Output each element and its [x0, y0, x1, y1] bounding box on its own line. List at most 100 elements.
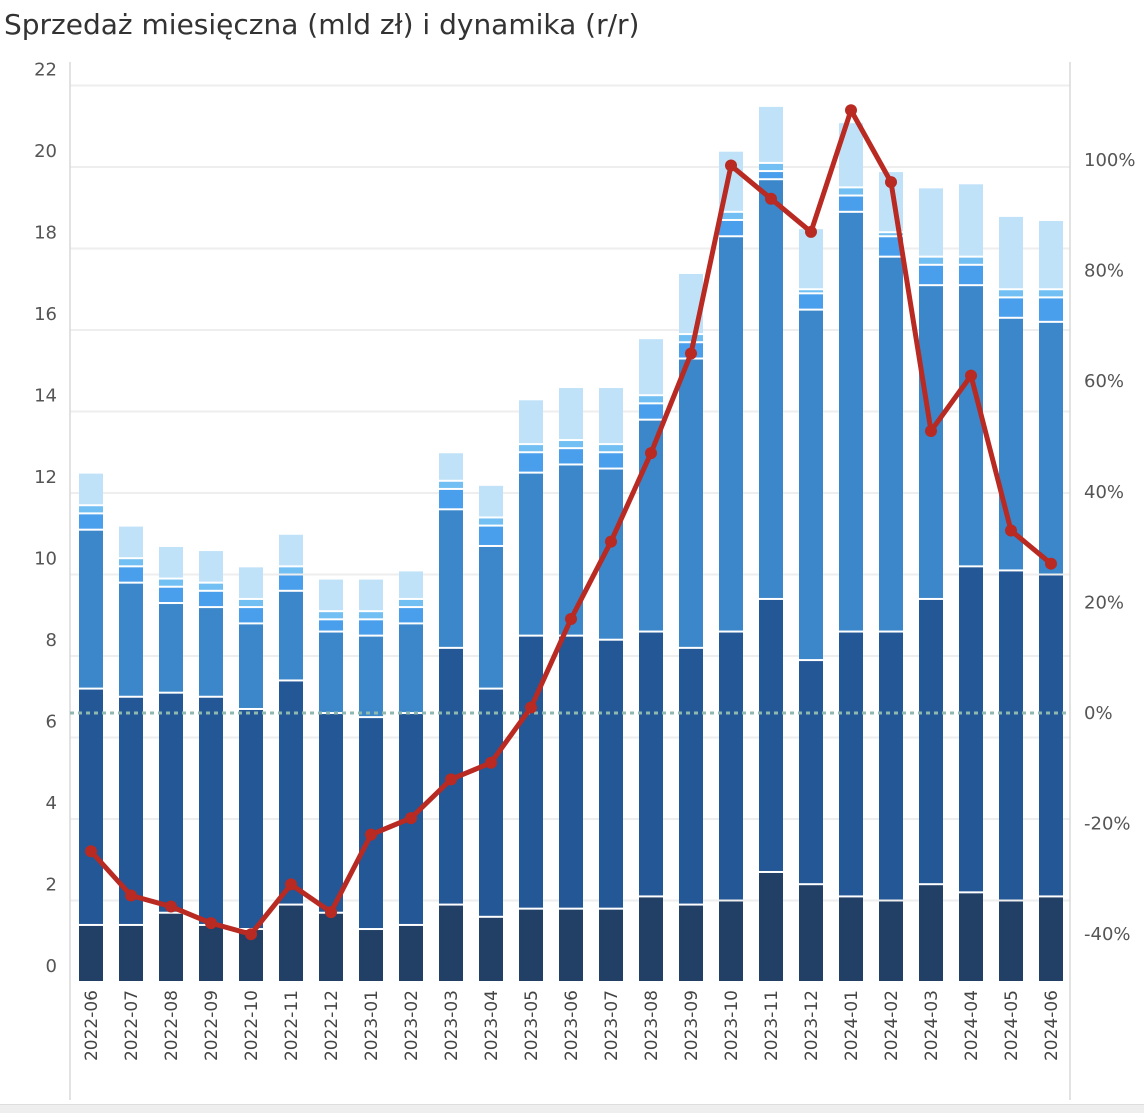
bar-segment-segment-2 [919, 599, 943, 884]
growth-point [1045, 557, 1057, 570]
growth-point [605, 535, 617, 548]
bar-segment-segment-1 [319, 913, 343, 981]
y-tick-label: 16 [34, 304, 57, 325]
x-tick-label: 2024-06 [1042, 990, 1062, 1061]
bar-segment-segment-1 [119, 925, 143, 981]
bar-segment-segment-4 [79, 514, 103, 529]
growth-point [245, 928, 257, 941]
bar-segment-segment-5 [639, 396, 663, 403]
bar-segment-segment-6 [159, 546, 183, 578]
x-tick-label: 2022-11 [282, 990, 302, 1061]
bar-segment-segment-6 [319, 579, 343, 611]
bar-segment-segment-3 [559, 465, 583, 635]
x-tick-label: 2023-12 [802, 990, 822, 1061]
bar-segment-segment-3 [719, 237, 743, 631]
growth-point [525, 701, 537, 714]
y-tick-label: 10 [34, 549, 57, 570]
bar-segment-segment-4 [279, 575, 303, 590]
growth-point [285, 878, 297, 891]
chart-title: Sprzedaż miesięczna (mld zł) i dynamika … [4, 8, 640, 41]
bar-segment-segment-5 [879, 233, 903, 236]
bar-segment-segment-6 [439, 453, 463, 480]
bar-segment-segment-6 [999, 216, 1023, 289]
bar-segment-segment-1 [479, 917, 503, 981]
x-tick-label: 2023-06 [562, 990, 582, 1061]
bar-segment-segment-6 [479, 485, 503, 517]
bar-segment-segment-2 [959, 567, 983, 892]
x-tick-label: 2024-02 [882, 990, 902, 1061]
bar-segment-segment-1 [359, 930, 383, 981]
bar-segment-segment-2 [199, 697, 223, 924]
bar-segment-segment-2 [159, 693, 183, 912]
growth-point [765, 192, 777, 205]
bar-segment-segment-6 [119, 526, 143, 558]
bar-segment-segment-3 [839, 212, 863, 631]
bar-segment-segment-1 [399, 925, 423, 981]
bar-segment-segment-4 [639, 404, 663, 419]
growth-point [205, 917, 217, 930]
bar-segment-segment-3 [79, 530, 103, 688]
bar-segment-segment-1 [679, 905, 703, 981]
bar-segment-segment-2 [279, 681, 303, 904]
bar-segment-segment-5 [599, 445, 623, 452]
bar-segment-segment-6 [79, 473, 103, 505]
bar-segment-segment-5 [759, 163, 783, 171]
bar-segment-segment-5 [319, 612, 343, 619]
bar-segment-segment-6 [919, 188, 943, 256]
bar-segment-segment-2 [799, 661, 823, 884]
y2-tick-label: 40% [1084, 482, 1124, 503]
y2-tick-label: 80% [1084, 261, 1124, 282]
growth-point [845, 104, 857, 117]
x-tick-label: 2024-04 [962, 990, 982, 1061]
bar-segment-segment-5 [159, 579, 183, 586]
y-tick-label: 22 [34, 60, 57, 81]
growth-point [925, 424, 937, 437]
bar-segment-segment-6 [399, 571, 423, 598]
bar-segment-segment-4 [239, 608, 263, 623]
bar-segment-segment-5 [719, 212, 743, 219]
growth-point [725, 159, 737, 172]
bar-segment-segment-6 [279, 534, 303, 566]
bar-segment-segment-5 [199, 583, 223, 590]
bar-segment-segment-1 [1039, 897, 1063, 981]
bar-segment-segment-2 [519, 636, 543, 908]
x-tick-label: 2022-07 [122, 990, 142, 1061]
bar-segment-segment-4 [839, 196, 863, 211]
bottom-strip [0, 1104, 1144, 1113]
bar-segment-segment-5 [79, 506, 103, 513]
bar-segment-segment-2 [1039, 575, 1063, 896]
bar-segment-segment-1 [279, 905, 303, 981]
x-tick-label: 2023-02 [402, 990, 422, 1061]
bar-segment-segment-4 [1039, 298, 1063, 321]
bar-segment-segment-4 [999, 298, 1023, 317]
bar-segment-segment-3 [919, 286, 943, 598]
bar-segment-segment-5 [359, 612, 383, 619]
bar-segment-segment-2 [839, 632, 863, 896]
bar-segment-segment-4 [519, 453, 543, 472]
bar-segment-segment-2 [79, 689, 103, 924]
bar-segment-segment-1 [879, 901, 903, 981]
bar-segment-segment-6 [959, 184, 983, 256]
bar-segment-segment-3 [199, 608, 223, 696]
growth-point [645, 447, 657, 460]
bar-segment-segment-3 [399, 624, 423, 713]
bar-segment-segment-2 [239, 709, 263, 929]
bar-segment-segment-4 [559, 449, 583, 464]
y-tick-label: 4 [46, 793, 57, 814]
x-tick-label: 2023-08 [642, 990, 662, 1061]
x-tick-label: 2023-11 [762, 990, 782, 1061]
y-tick-label: 2 [46, 875, 57, 896]
growth-point [125, 889, 137, 902]
growth-point [1005, 524, 1017, 537]
x-tick-label: 2024-01 [842, 990, 862, 1061]
bar-segment-segment-3 [1039, 322, 1063, 574]
bar-segment-segment-4 [319, 620, 343, 631]
bar-segment-segment-6 [359, 579, 383, 611]
y2-tick-label: 0% [1084, 703, 1113, 724]
bar-segment-segment-4 [119, 567, 143, 582]
bar-segment-segment-5 [399, 599, 423, 607]
bar-segment-segment-3 [879, 257, 903, 631]
bar-segment-segment-5 [119, 559, 143, 566]
bar-segment-segment-5 [959, 257, 983, 264]
